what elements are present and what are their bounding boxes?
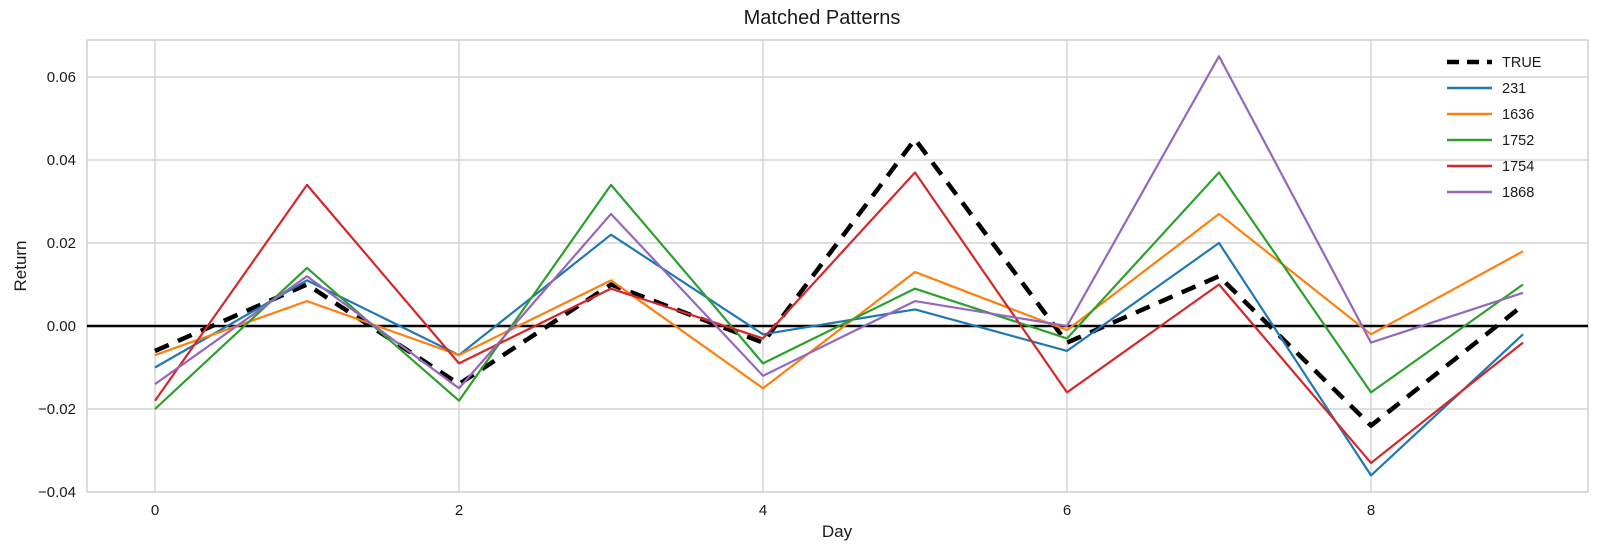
plot-area bbox=[86, 39, 1589, 493]
x-tick-label: 6 bbox=[1063, 502, 1071, 519]
y-tick-label: 0.06 bbox=[47, 69, 76, 86]
series-line-1636 bbox=[154, 212, 1524, 390]
legend-label-TRUE: TRUE bbox=[1502, 55, 1542, 71]
legend-label-1752: 1752 bbox=[1502, 133, 1534, 149]
x-axis-label: Day bbox=[821, 522, 853, 541]
legend-label-1636: 1636 bbox=[1502, 107, 1534, 123]
x-tick-label: 2 bbox=[455, 502, 463, 519]
y-axis-label: Return bbox=[11, 240, 30, 292]
y-tick-label: 0.02 bbox=[47, 235, 76, 252]
series-line-1754 bbox=[154, 171, 1524, 465]
legend-label-1868: 1868 bbox=[1502, 185, 1534, 201]
y-tick-label: −0.02 bbox=[38, 401, 76, 418]
x-tick-label: 8 bbox=[1367, 502, 1375, 519]
series-line-231 bbox=[154, 233, 1524, 477]
y-tick-label: 0.04 bbox=[47, 152, 76, 169]
x-tick-label: 4 bbox=[759, 502, 767, 519]
x-tick-label: 0 bbox=[151, 502, 159, 519]
chart-title: Matched Patterns bbox=[743, 7, 901, 29]
legend-label-231: 231 bbox=[1502, 81, 1526, 97]
series-line-1868 bbox=[154, 55, 1524, 390]
series-line-1752 bbox=[154, 171, 1524, 410]
legend-label-1754: 1754 bbox=[1502, 159, 1534, 175]
y-tick-label: 0.00 bbox=[47, 318, 76, 335]
y-tick-label: −0.04 bbox=[38, 484, 76, 501]
